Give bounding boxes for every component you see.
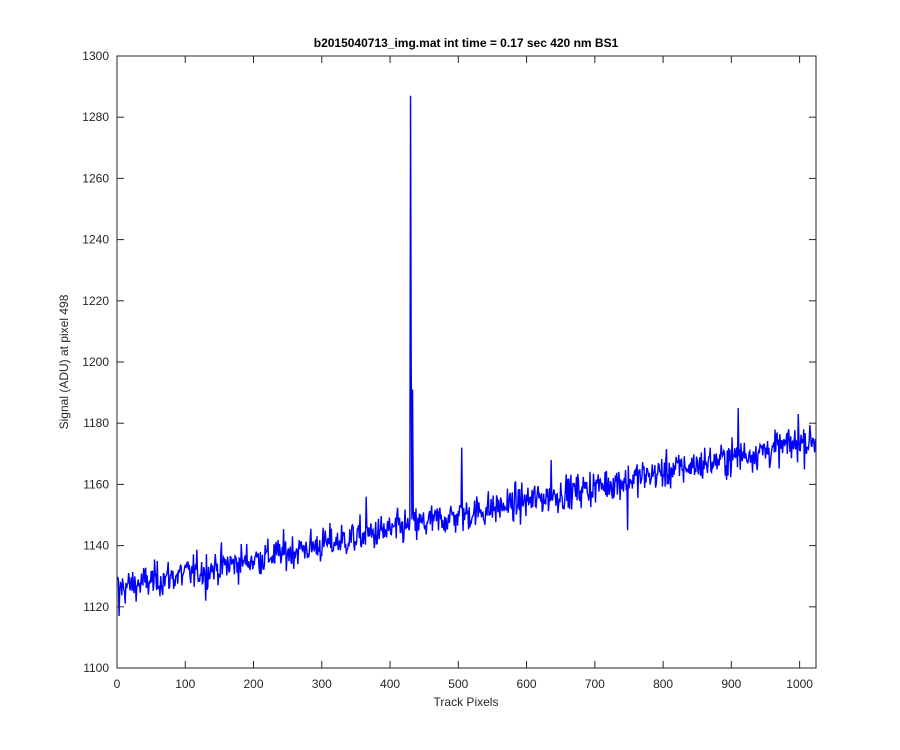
y-tick-label: 1180 bbox=[83, 416, 109, 430]
y-tick-label: 1140 bbox=[83, 539, 109, 553]
x-tick-label: 100 bbox=[175, 677, 195, 691]
x-tick-label: 1000 bbox=[786, 677, 813, 691]
y-tick-label: 1300 bbox=[82, 49, 109, 63]
x-tick-label: 600 bbox=[517, 677, 537, 691]
x-tick-label: 500 bbox=[448, 677, 468, 691]
series-layer bbox=[116, 95, 817, 616]
y-tick-label: 1260 bbox=[82, 171, 109, 185]
x-tick-label: 400 bbox=[380, 677, 400, 691]
y-tick-label: 1100 bbox=[83, 661, 109, 675]
x-tick-label: 200 bbox=[244, 677, 264, 691]
y-tick-label: 1200 bbox=[82, 355, 109, 369]
plot-area bbox=[117, 56, 816, 668]
x-axis-ticks: 0 100 200 300 400 500 600 700 800 900 1000 bbox=[114, 56, 813, 691]
chart-title: b2015040713_img.mat int time = 0.17 sec … bbox=[314, 36, 619, 50]
y-tick-label: 1280 bbox=[82, 110, 109, 124]
y-axis-ticks: 1100 1120 1140 1160 1180 1200 1220 1240 1260 1280… bbox=[82, 49, 816, 675]
signal-series-line bbox=[116, 95, 817, 616]
x-tick-label: 900 bbox=[721, 677, 741, 691]
x-tick-label: 0 bbox=[114, 677, 121, 691]
x-axis-label: Track Pixels bbox=[434, 695, 499, 709]
y-axis-label: Signal (ADU) at pixel 498 bbox=[57, 294, 71, 429]
y-tick-label: 1240 bbox=[82, 233, 109, 247]
y-tick-label: 1120 bbox=[83, 600, 109, 614]
y-tick-label: 1220 bbox=[82, 294, 109, 308]
x-tick-label: 300 bbox=[312, 677, 332, 691]
y-tick-label: 1160 bbox=[83, 477, 109, 491]
x-tick-label: 800 bbox=[653, 677, 673, 691]
x-tick-label: 700 bbox=[585, 677, 605, 691]
